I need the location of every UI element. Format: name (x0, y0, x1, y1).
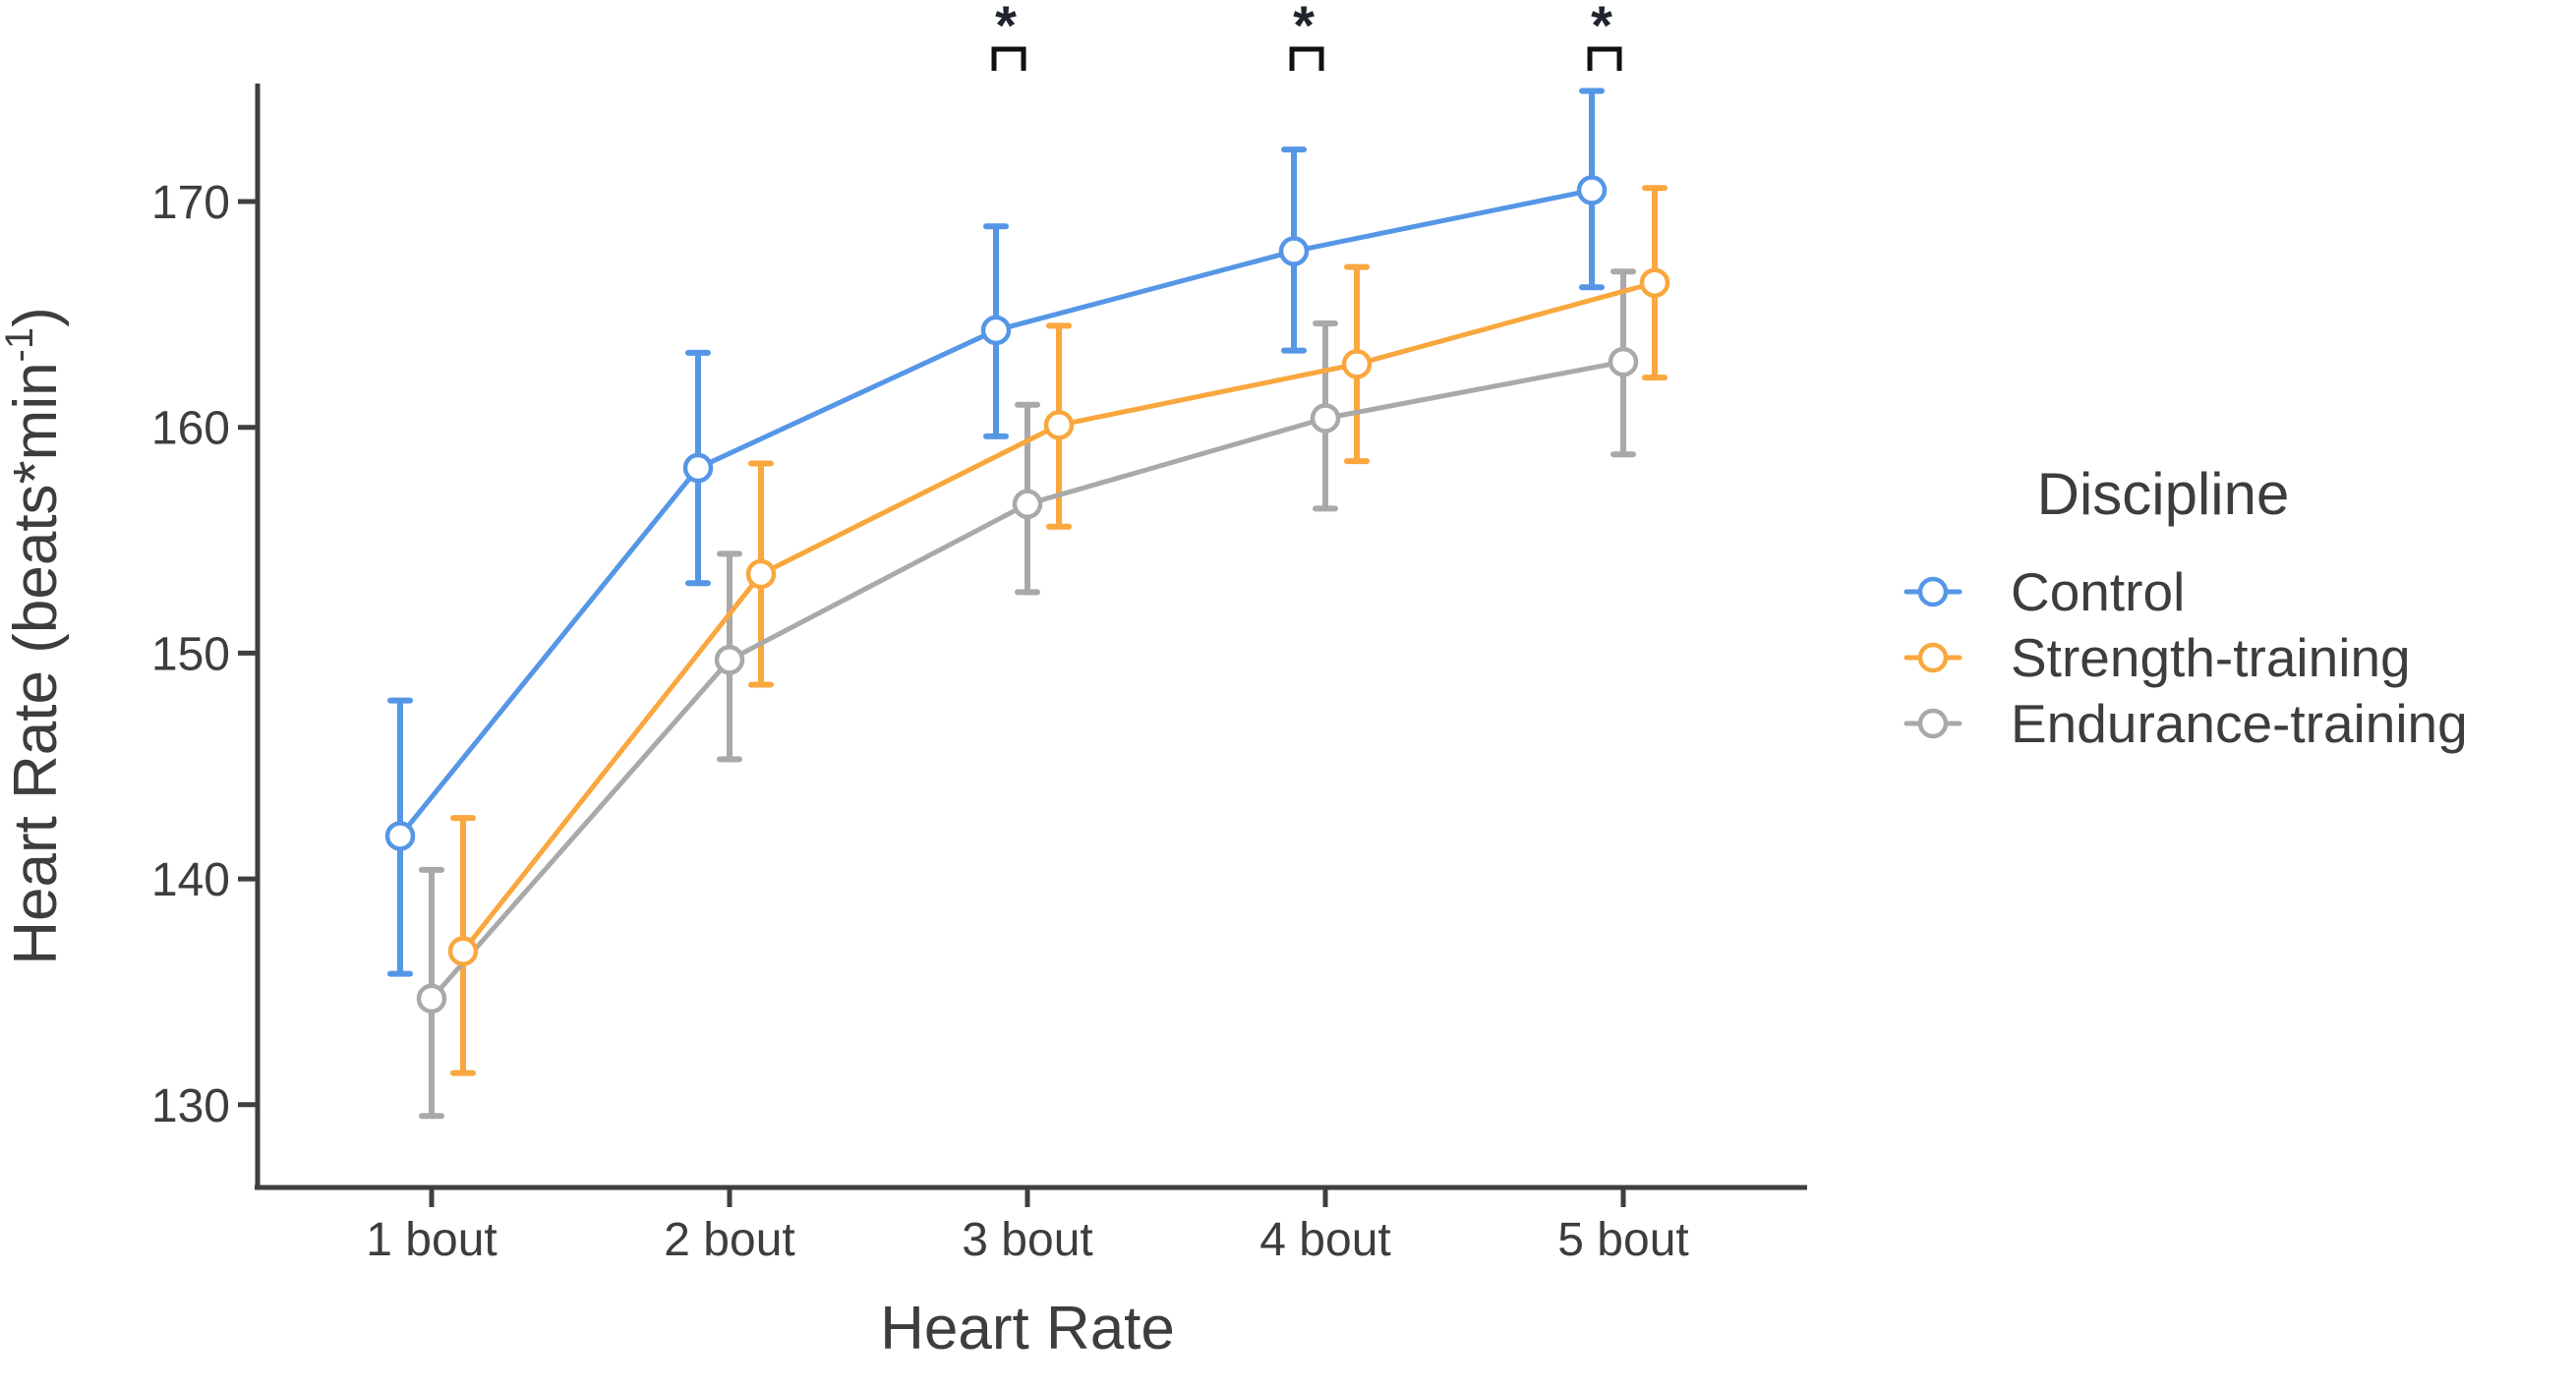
data-point-endurance-training (1608, 346, 1639, 377)
legend-item-label: Strength-training (2011, 627, 2411, 688)
x-tick-label: 5 bout (1557, 1214, 1688, 1266)
error-bars-layer (387, 87, 1668, 1120)
data-point-endurance-training (714, 645, 745, 675)
y-tick-label: 150 (151, 628, 230, 680)
legend-key-circle (1917, 642, 1949, 673)
significance-asterisk: * (1591, 0, 1612, 56)
significance-markers-layer: * * * (991, 0, 1622, 71)
data-point-control (980, 315, 1012, 346)
x-tick-label: 1 bout (366, 1214, 497, 1266)
significance-bracket (1289, 46, 1324, 71)
x-axis-title: Heart Rate (880, 1295, 1175, 1362)
data-point-strength-training (745, 558, 777, 590)
data-point-strength-training (1043, 410, 1075, 440)
data-point-control (1576, 175, 1608, 205)
legend-key-circle (1917, 708, 1949, 739)
data-point-endurance-training (1012, 489, 1043, 520)
legend-key-circle (1917, 576, 1949, 608)
data-point-control (682, 452, 714, 484)
y-tick-label: 130 (151, 1080, 230, 1132)
legend-item-label: Endurance-training (2011, 693, 2468, 754)
data-point-endurance-training (1310, 403, 1341, 434)
x-tick-label: 3 bout (962, 1214, 1092, 1266)
axes (255, 84, 1807, 1190)
data-point-strength-training (1639, 267, 1670, 298)
data-point-strength-training (1341, 349, 1373, 379)
significance-asterisk: * (995, 0, 1017, 56)
x-tick-label: 4 bout (1259, 1214, 1390, 1266)
significance-bracket (991, 46, 1026, 71)
y-axis-title: Heart Rate (beats*min-1) (0, 307, 70, 965)
y-tick-label: 140 (151, 854, 230, 906)
data-point-endurance-training (416, 983, 447, 1014)
series-points-layer (384, 175, 1670, 1014)
y-tick-label: 160 (151, 403, 230, 455)
data-point-strength-training (447, 936, 479, 966)
data-point-control (384, 821, 416, 851)
legend-title: Discipline (2037, 461, 2290, 527)
data-point-control (1278, 236, 1310, 266)
legend-item-label: Control (2011, 561, 2185, 622)
y-axis-ticks: 130 140 150 160 170 (151, 177, 258, 1132)
x-axis-ticks: 1 bout 2 bout 3 bout 4 bout 5 bout (366, 1187, 1689, 1266)
significance-bracket (1587, 46, 1622, 71)
significance-asterisk: * (1293, 0, 1315, 56)
legend: ControlStrength-trainingEndurance-traini… (1903, 561, 2468, 754)
x-tick-label: 2 bout (664, 1214, 794, 1266)
y-tick-label: 170 (151, 177, 230, 229)
